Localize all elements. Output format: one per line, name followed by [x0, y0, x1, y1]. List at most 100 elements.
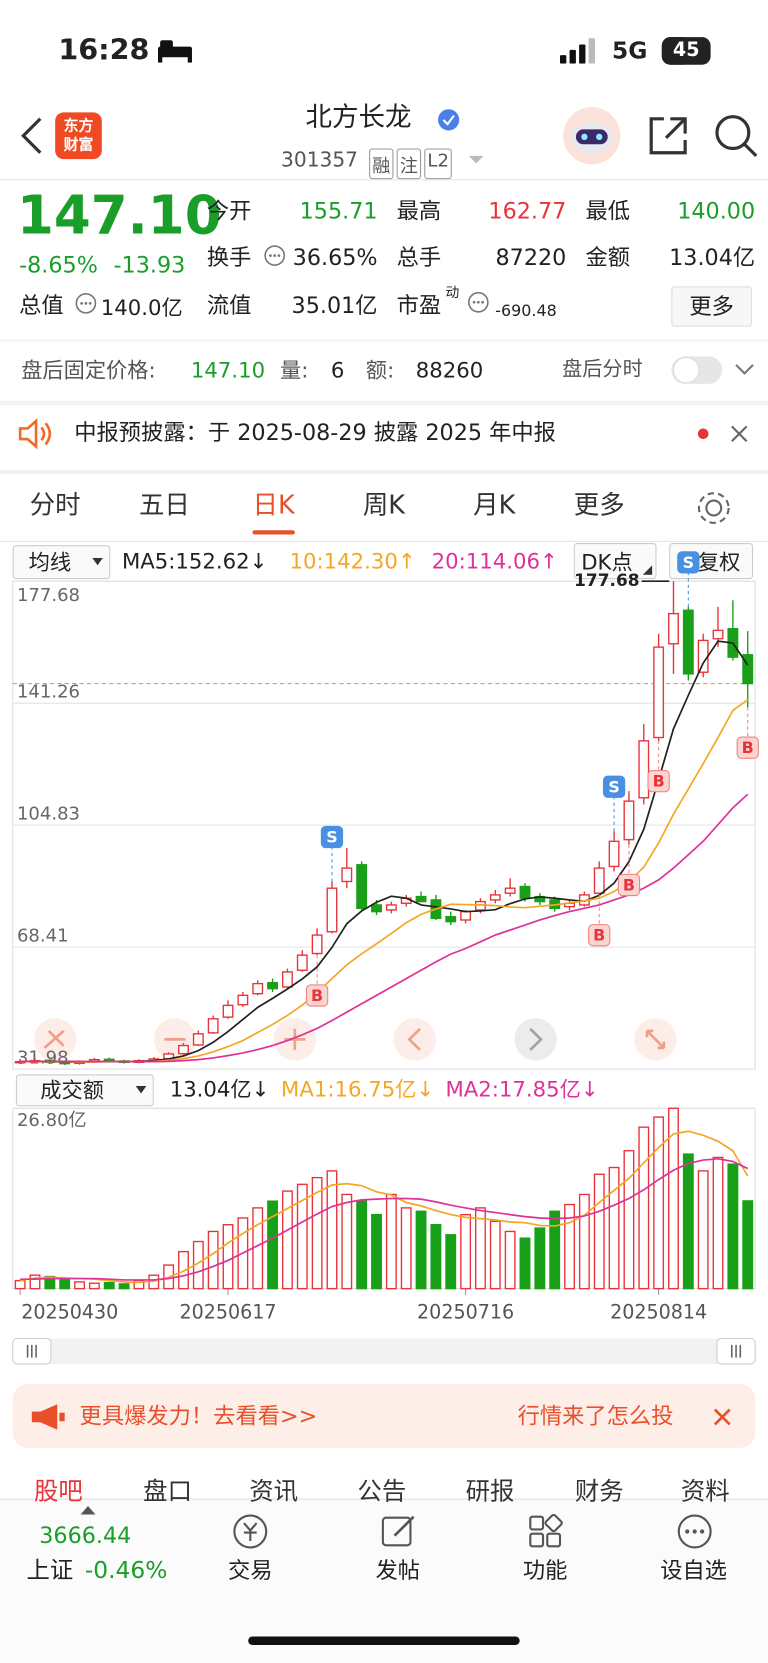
app-logo: 东方 财富 — [55, 112, 102, 160]
volume-bar — [267, 1200, 279, 1290]
banner-close[interactable] — [713, 1407, 732, 1426]
status-time: 16:28 — [58, 33, 150, 67]
ma-line — [20, 1130, 749, 1284]
period-tab[interactable]: 更多 — [573, 489, 625, 520]
volume-bar — [489, 1220, 501, 1290]
section-tab[interactable]: 研报 — [465, 1478, 515, 1507]
volume-bar — [207, 1230, 219, 1290]
field-label: 今开 — [206, 198, 252, 224]
tag: 注 — [396, 148, 422, 180]
back-button[interactable] — [19, 117, 44, 155]
bottom-nav: 3666.44 上证 -0.46% 交易 发帖 功能 设自选 — [0, 1498, 768, 1663]
more-button[interactable]: 更多 — [671, 286, 752, 327]
field-label: 总值 — [19, 292, 64, 319]
assistant-avatar[interactable] — [562, 106, 621, 165]
y-tick-label: 177.68 — [17, 585, 80, 606]
period-tab[interactable]: 分时 — [29, 489, 81, 520]
nav-item[interactable]: 发帖 — [375, 1558, 420, 1584]
after-hours-toggle[interactable] — [670, 354, 757, 386]
section-tab[interactable]: 资讯 — [249, 1478, 299, 1507]
after-hours-label: 盘后固定价格: — [21, 357, 156, 383]
settings-button[interactable] — [696, 490, 732, 526]
sell-marker — [602, 775, 626, 798]
trade-icon — [233, 1514, 268, 1549]
nav-item[interactable]: 交易 — [228, 1558, 273, 1584]
volume-bar — [326, 1170, 338, 1290]
legend-item: 10:142.30↑ — [289, 548, 416, 574]
y-tick-label: 104.83 — [17, 804, 80, 825]
change-pct: -8.65% — [19, 252, 98, 278]
indicator-select[interactable]: 均线 — [12, 545, 111, 580]
legend-item: MA5:152.62↓ — [121, 548, 268, 574]
candle-body — [489, 894, 501, 901]
divider — [0, 339, 768, 342]
volume-bar — [371, 1213, 382, 1290]
promo-banner[interactable]: 更具爆发力！去看看>> 行情来了怎么投 — [12, 1384, 756, 1448]
volume-bar — [281, 1190, 293, 1290]
nav-item[interactable]: 设自选 — [660, 1558, 728, 1584]
field-label: 最高 — [396, 198, 442, 224]
candle-body — [519, 885, 531, 899]
candle-body — [608, 840, 620, 868]
volume-bar — [638, 1126, 650, 1290]
section-tab[interactable]: 股吧 — [33, 1478, 83, 1507]
notice-close[interactable] — [696, 424, 753, 447]
dk-button[interactable]: DK点 — [573, 543, 657, 580]
field-value: 155.71 — [299, 198, 378, 224]
volume-bar — [564, 1203, 575, 1290]
section-tab[interactable]: 盘口 — [143, 1478, 192, 1507]
section-tab[interactable]: 公告 — [357, 1478, 407, 1507]
scrollbar-track[interactable] — [12, 1338, 756, 1364]
candle-body — [371, 904, 382, 913]
after-hours-volume-label: 量: — [279, 357, 309, 383]
search-button[interactable] — [713, 112, 760, 159]
candle-body — [281, 971, 293, 988]
period-tab[interactable]: 日K — [252, 489, 295, 520]
sell-marker — [320, 825, 344, 849]
logo-text: 东方 — [63, 117, 94, 135]
candle-body — [668, 612, 679, 645]
notice-text[interactable]: 中报预披露：于 2025-08-29 披露 2025 年中报 — [74, 419, 556, 446]
period-tab[interactable]: 周K — [362, 489, 406, 520]
volume-bar — [697, 1170, 709, 1290]
sell-marker — [677, 551, 700, 574]
candle-body — [504, 887, 516, 894]
kline-chart[interactable]: 31.98 68.41 104.83 141.26 177.68 26.80亿 202504… — [0, 541, 768, 1379]
volume-bar — [341, 1193, 353, 1290]
volume-bar — [430, 1224, 442, 1290]
volume-bar — [400, 1207, 412, 1290]
volume-bar — [29, 1274, 41, 1290]
y-tick-label: 31.98 — [17, 1047, 69, 1068]
volume-bar — [519, 1237, 531, 1290]
signal-icon — [559, 38, 595, 64]
stock-name: 北方长龙 — [305, 101, 412, 133]
volume-bar — [623, 1150, 635, 1290]
candle-body — [415, 895, 427, 903]
share-button[interactable] — [647, 115, 689, 157]
after-hours-amount: 88260 — [415, 357, 484, 383]
volume-indicator-select[interactable]: 成交额 — [15, 1074, 154, 1107]
period-tab[interactable]: 五日 — [138, 489, 190, 520]
network: 5G — [611, 38, 648, 65]
period-tab[interactable]: 月K — [473, 489, 516, 520]
buy-marker — [588, 924, 611, 947]
volume-bar — [296, 1183, 308, 1290]
candle-body — [237, 994, 249, 1006]
field-value: 13.04亿 — [669, 244, 756, 271]
section-tab[interactable]: 资料 — [680, 1478, 730, 1507]
tag: L2 — [424, 148, 453, 180]
dk-label: DK点 — [581, 549, 633, 575]
volume-bar — [88, 1282, 100, 1290]
field-label: 最低 — [585, 198, 630, 224]
after-hours-volume: 6 — [330, 357, 345, 383]
candle-body — [356, 864, 368, 909]
marker-label: B — [311, 986, 323, 1005]
x-tick-label: 20250814 — [610, 1301, 707, 1324]
corner-arrow — [642, 565, 653, 575]
section-tab[interactable]: 财务 — [574, 1478, 624, 1507]
nav-item[interactable]: 功能 — [522, 1558, 568, 1584]
dropdown-icon[interactable] — [468, 154, 484, 165]
x-tick-label: 20250716 — [417, 1301, 514, 1324]
candle-body — [623, 800, 635, 841]
candle-body — [311, 934, 323, 955]
